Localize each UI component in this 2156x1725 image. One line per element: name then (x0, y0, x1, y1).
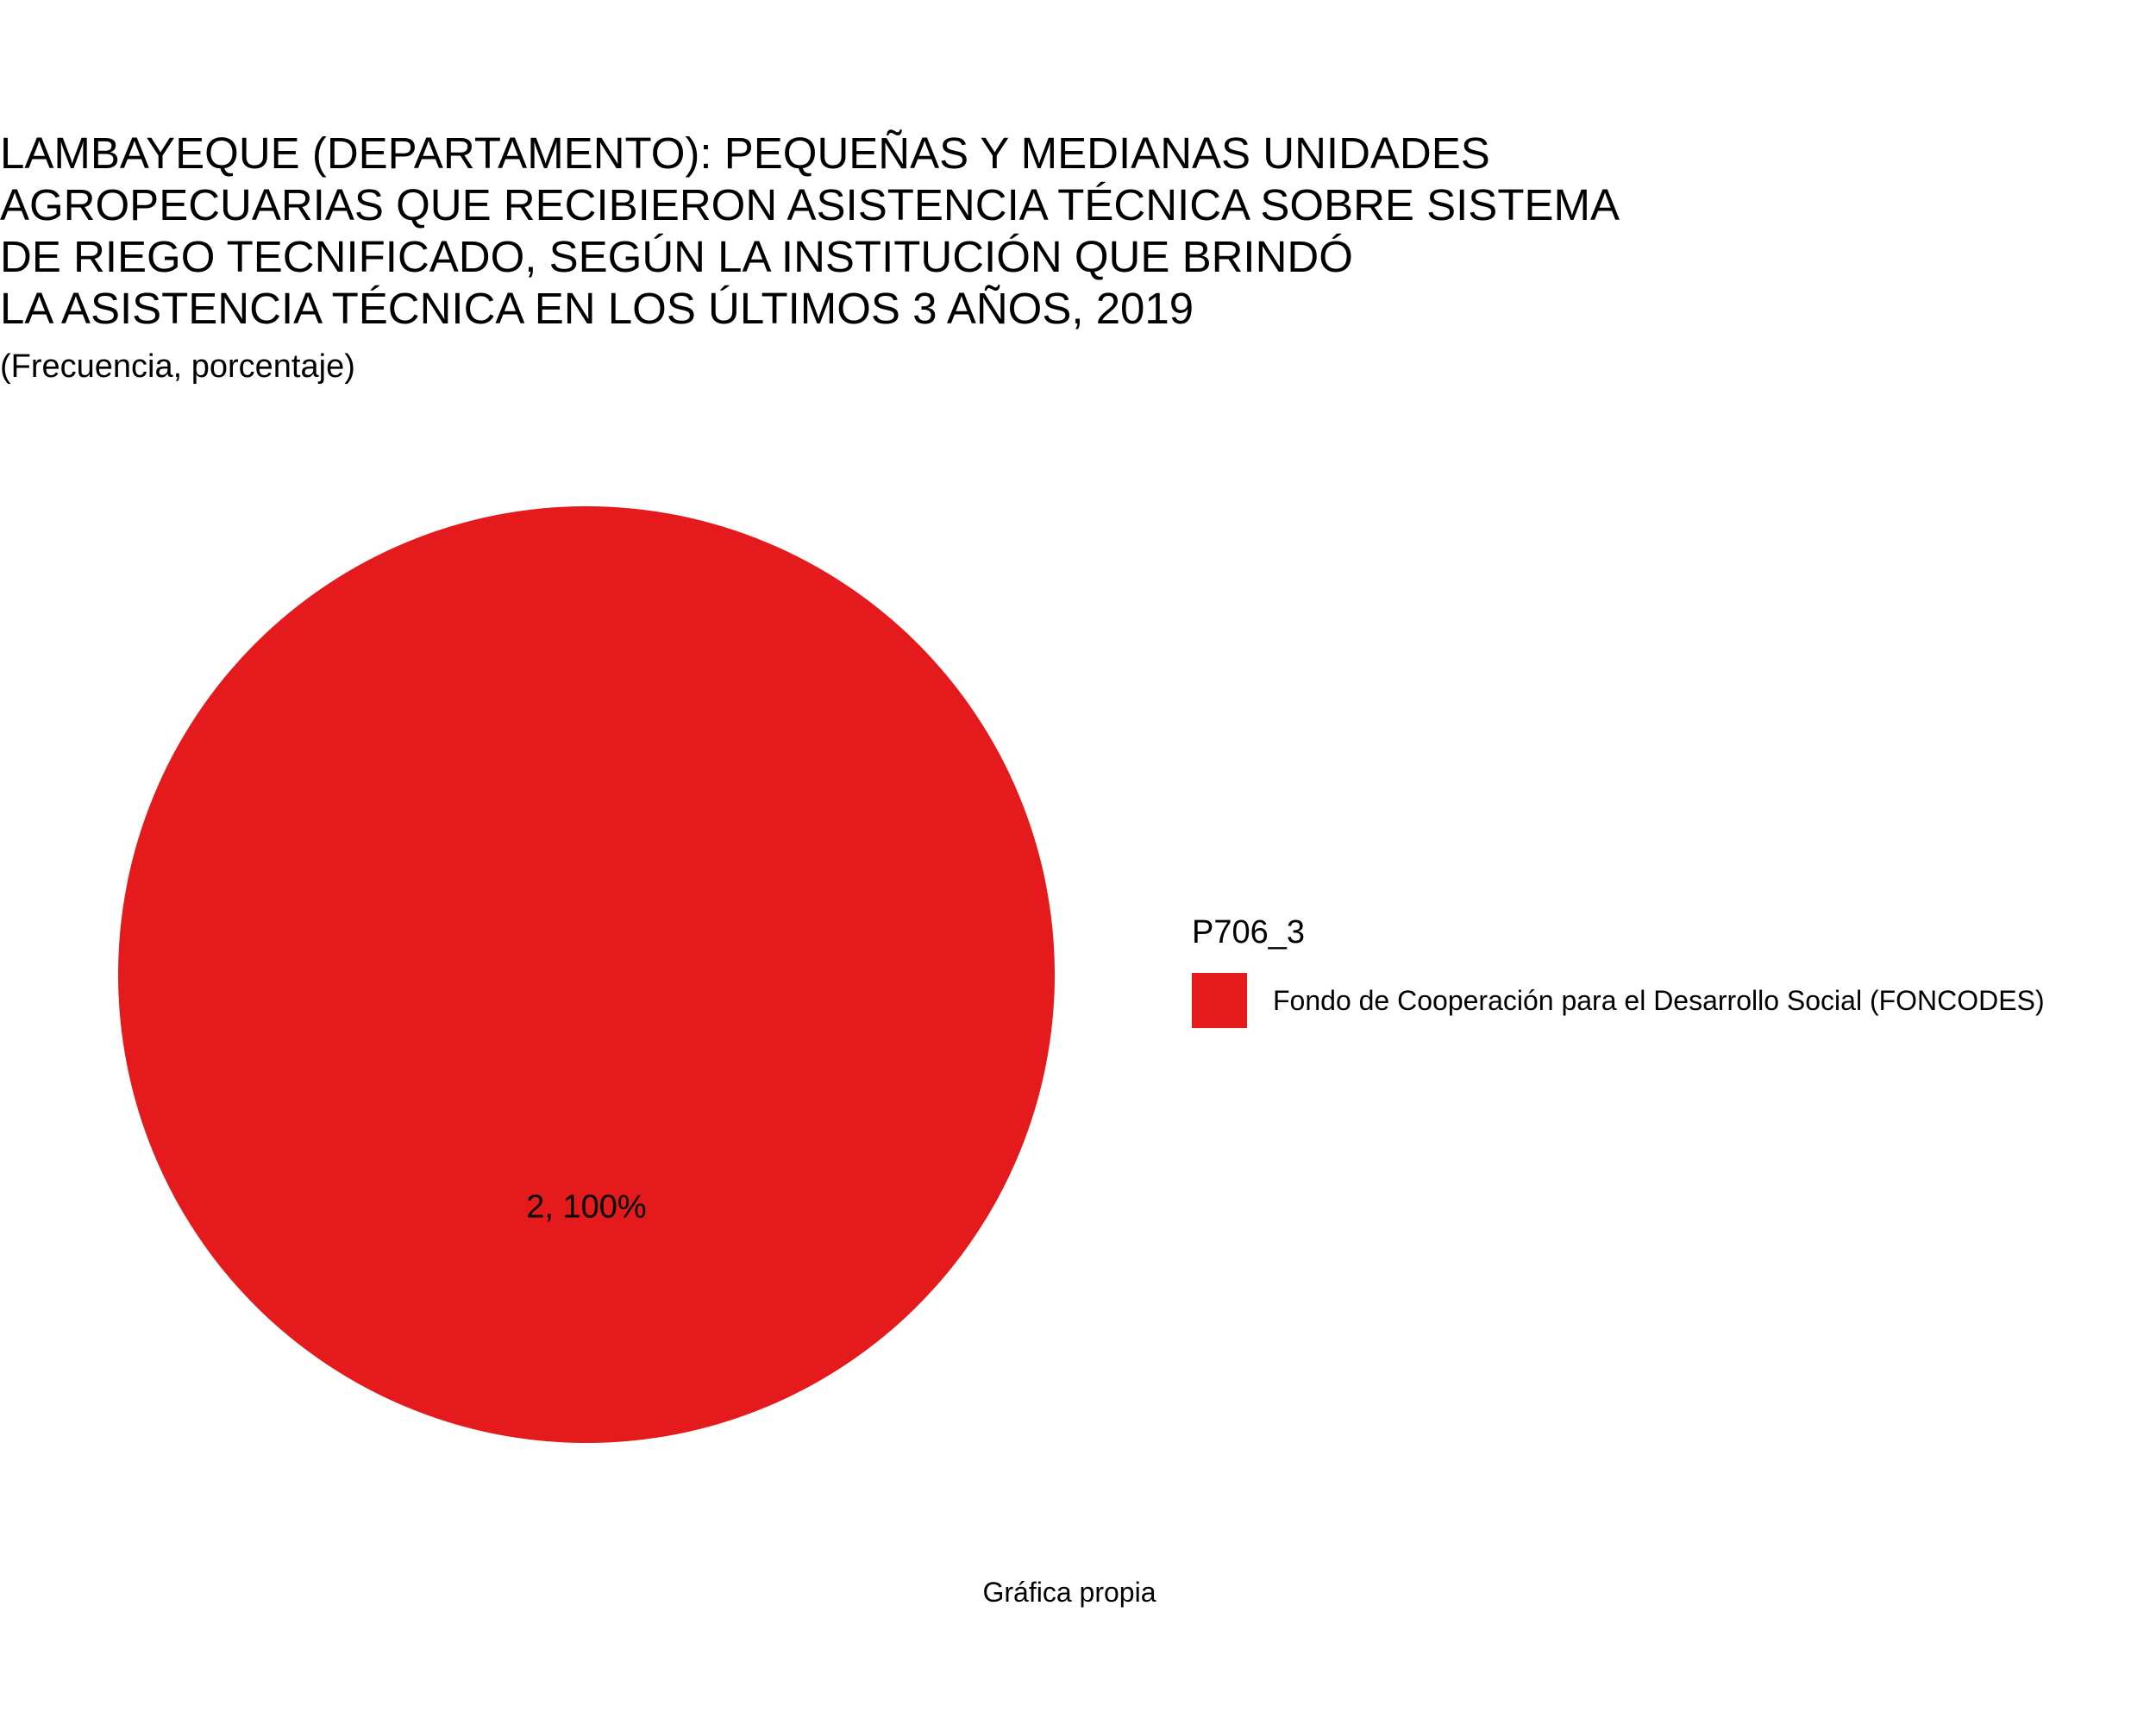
legend-swatch (1192, 973, 1247, 1028)
chart-title-line: LAMBAYEQUE (DEPARTAMENTO): PEQUEÑAS Y ME… (0, 129, 1490, 178)
pie-slices (118, 506, 1055, 1443)
chart-title-line: LA ASISTENCIA TÉCNICA EN LOS ÚLTIMOS 3 A… (0, 284, 1194, 333)
legend-label: Fondo de Cooperación para el Desarrollo … (1273, 985, 2045, 1016)
chart-caption: Gráfica propia (0, 1575, 2139, 1609)
chart-title: LAMBAYEQUE (DEPARTAMENTO): PEQUEÑAS Y ME… (0, 128, 2139, 335)
chart-title-line: DE RIEGO TECNIFICADO, SEGÚN LA INSTITUCI… (0, 232, 1353, 281)
pie-labels: 2, 100% (526, 1189, 646, 1226)
pie-slice-label: 2, 100% (526, 1189, 646, 1226)
chart-title-line: AGROPECUARIAS QUE RECIBIERON ASISTENCIA … (0, 180, 1620, 229)
legend: P706_3 Fondo de Cooperación para el Desa… (1192, 913, 2045, 1028)
chart-subtitle: (Frecuencia, porcentaje) (0, 348, 355, 385)
pie-slice (118, 506, 1055, 1443)
legend-item: Fondo de Cooperación para el Desarrollo … (1192, 973, 2045, 1028)
legend-title: P706_3 (1192, 914, 1306, 950)
caption-text: Gráfica propia (982, 1577, 1156, 1608)
